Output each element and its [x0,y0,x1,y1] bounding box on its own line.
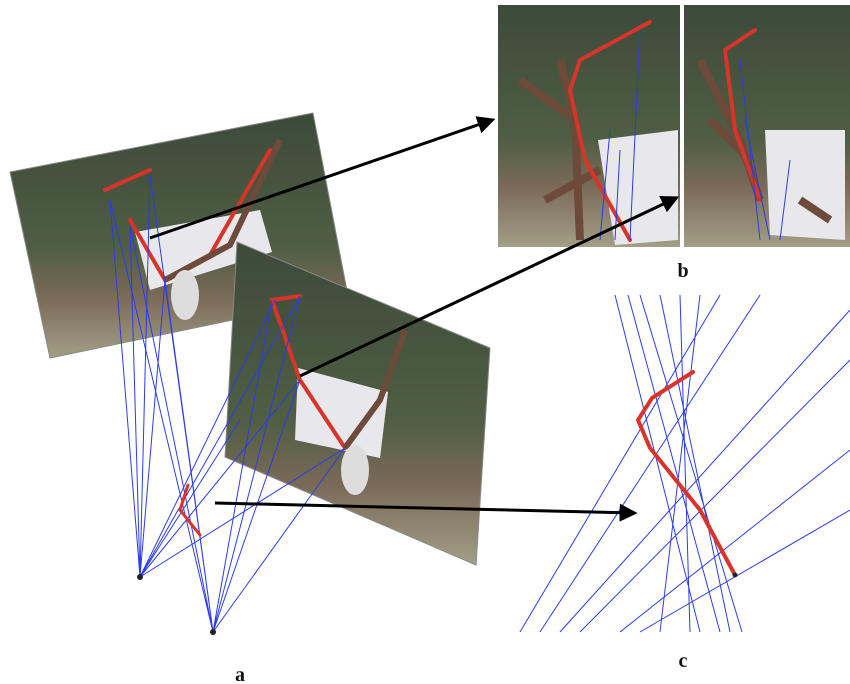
camera-center [137,574,143,580]
reconstructed-curve [638,372,735,575]
figure: a b c [0,0,850,684]
panel-label: b [677,260,688,282]
inset-b [498,5,850,247]
image-plane-2 [225,242,490,565]
inset-c [520,295,850,632]
panel-label: c [679,650,688,672]
skull [341,445,369,495]
panel-label: a [235,664,245,684]
skull [171,270,199,320]
camera-center [210,629,216,635]
